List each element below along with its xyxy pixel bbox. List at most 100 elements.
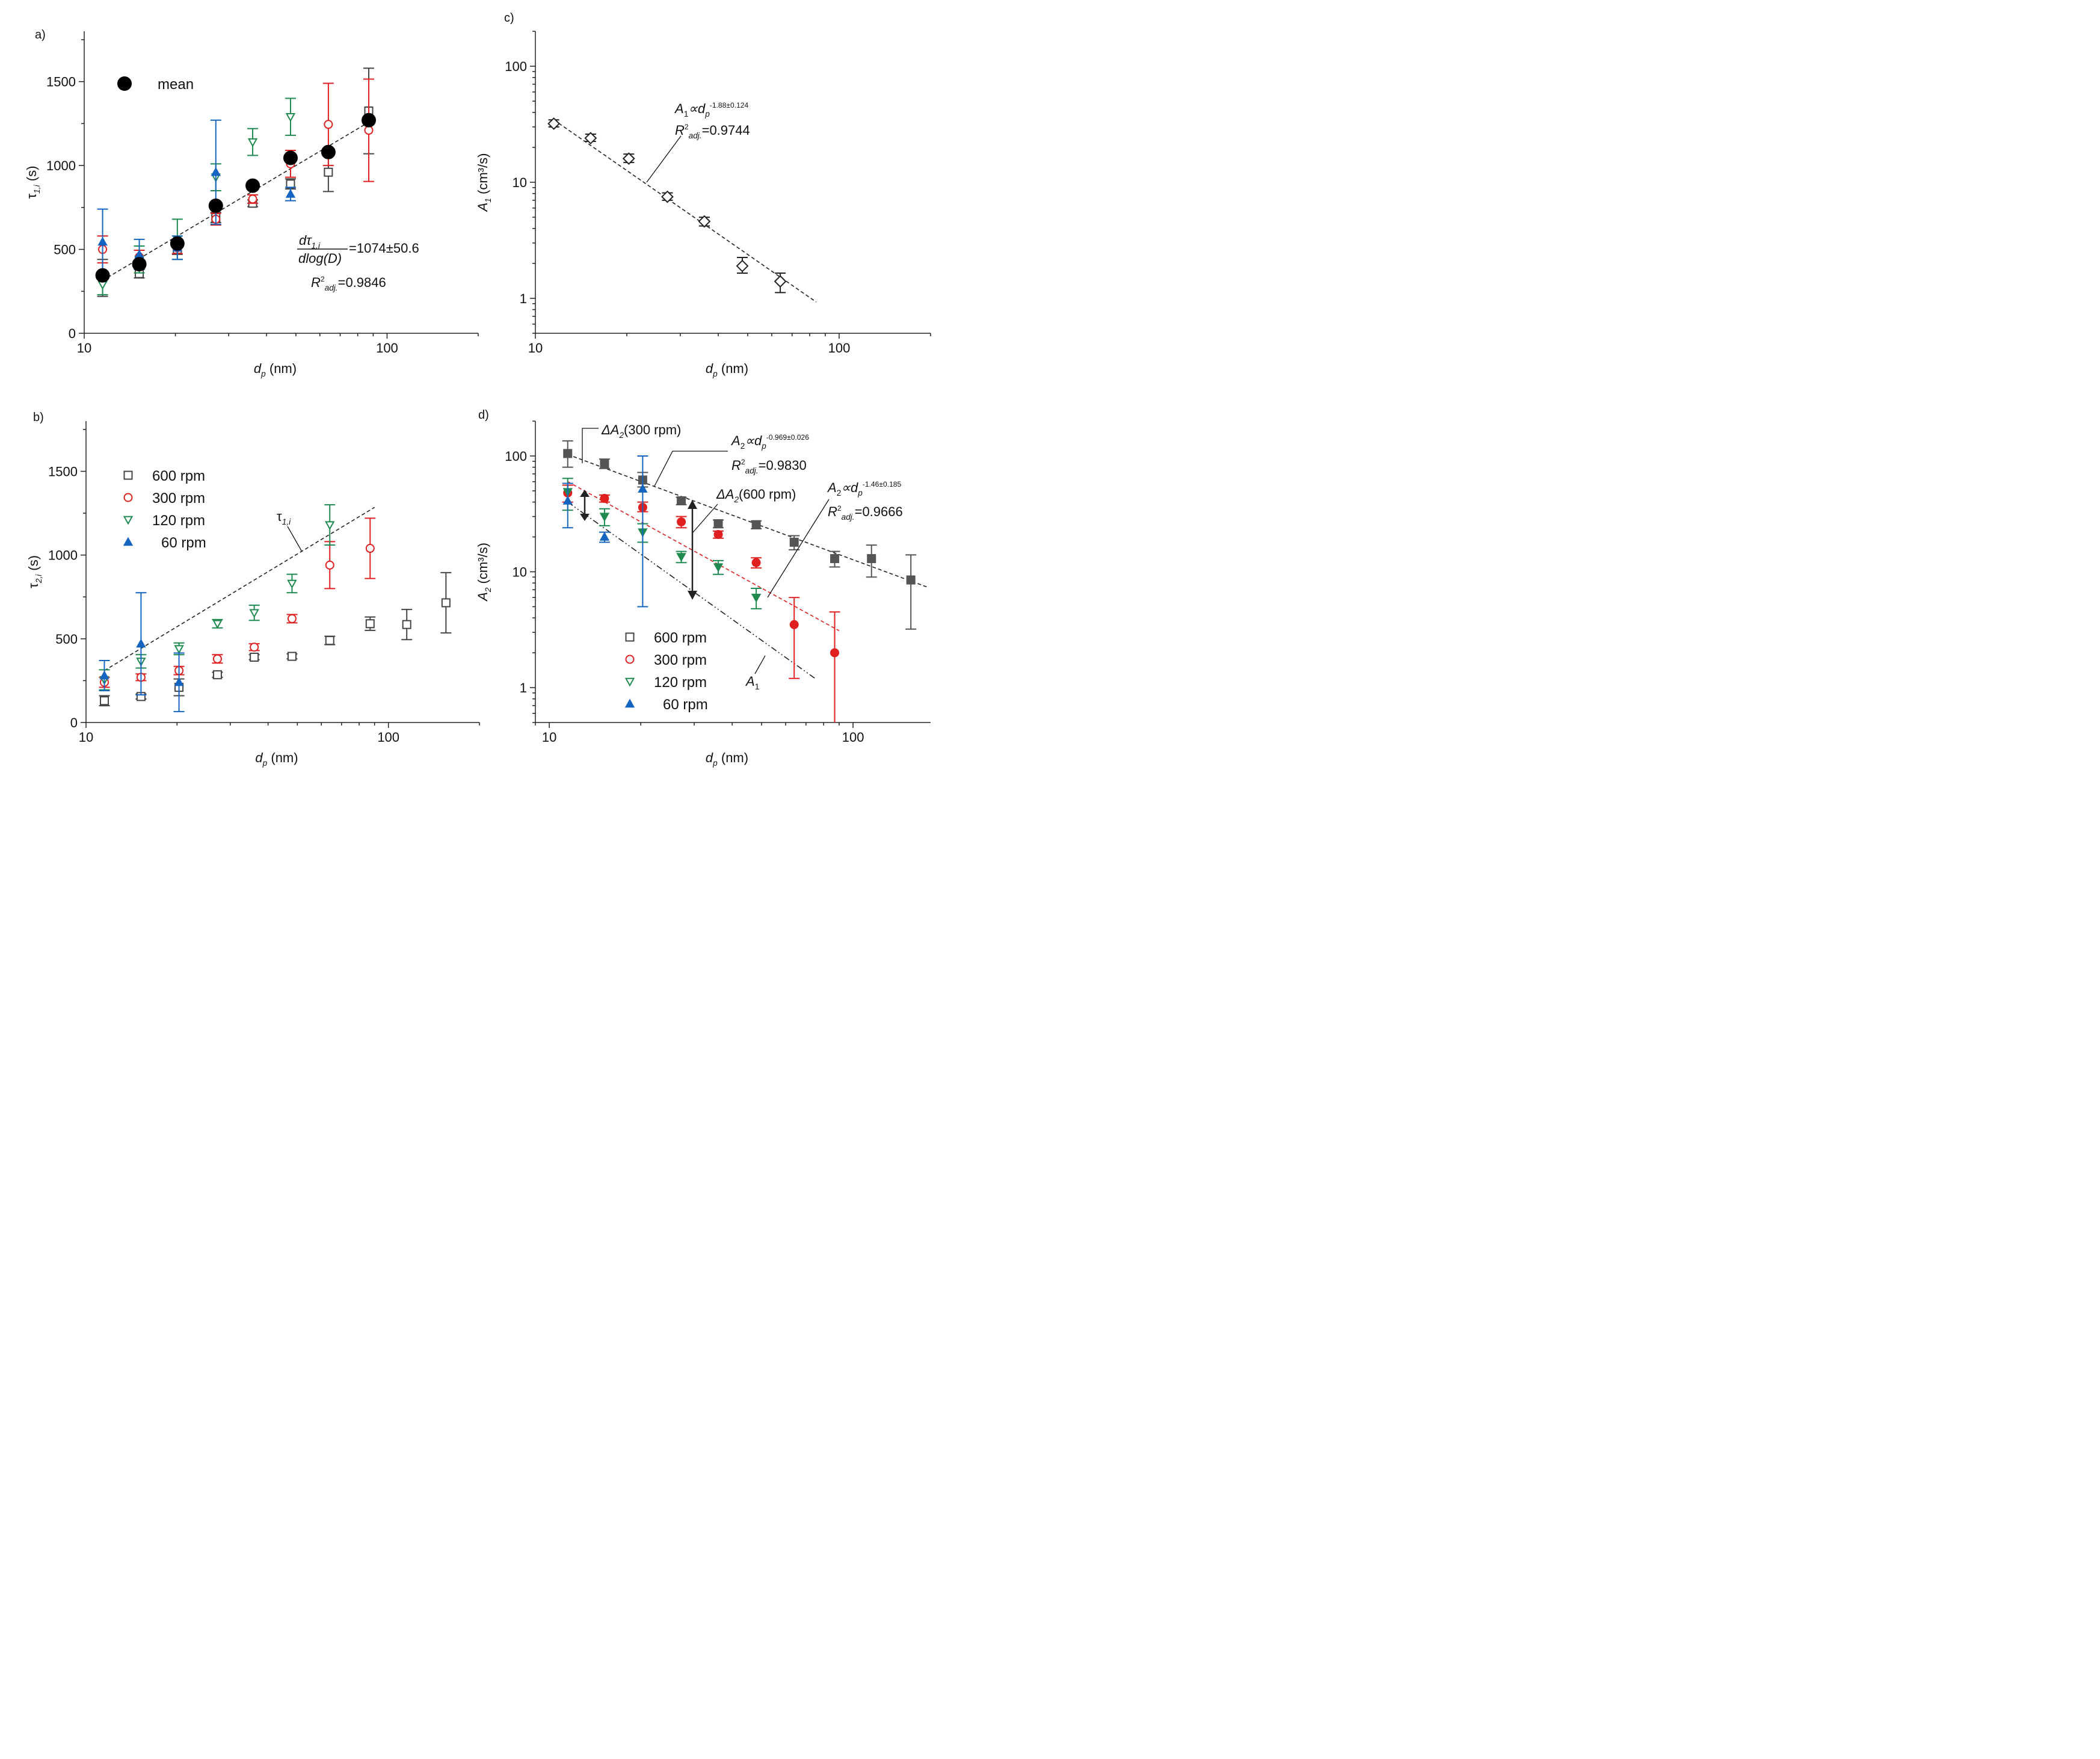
x-tick-label: 100 [842, 730, 864, 745]
data-point [789, 620, 799, 629]
y-axis-title: τ2,i (s) [26, 555, 43, 588]
y-tick-label: 1 [520, 291, 527, 306]
panel-d: d) 10 100 1 10 100 dp (nm) A2 (cm³/s) 600 rpm 300… [475, 408, 931, 768]
data-point [212, 654, 222, 664]
data-point [287, 614, 297, 623]
data-point [441, 598, 451, 608]
data-point [99, 670, 109, 680]
y-tick-label: 1500 [48, 464, 78, 479]
legend-label: 300 rpm [152, 490, 205, 507]
y-tick-label: 1000 [48, 548, 78, 563]
data-point [324, 120, 333, 129]
data-point [638, 484, 648, 493]
data-point [600, 459, 609, 469]
data-point [774, 275, 787, 288]
y-tick-label: 500 [55, 632, 78, 647]
panel-label: d) [478, 408, 489, 422]
arrow-head [688, 591, 697, 600]
x-tick-label: 10 [77, 340, 91, 356]
legend-label: 120 rpm [152, 513, 205, 529]
series-60-rpm [99, 592, 185, 712]
data-point [247, 138, 258, 147]
data-point [285, 113, 296, 122]
legend-label: 600 rpm [654, 630, 707, 646]
leader-line [692, 504, 718, 534]
x-tick-label: 10 [542, 730, 556, 745]
panel-c: c) 10 100 1 10 100 dp (nm) A1 (cm³/s) A1∝dp-1.88… [475, 11, 931, 378]
r2-value-600: R2adj.=0.9830 [731, 458, 807, 475]
y-tick-label: 1000 [46, 158, 76, 173]
y-axis-title: τ1,i (s) [24, 166, 42, 199]
x-tick-label: 100 [828, 340, 851, 356]
data-point [245, 178, 260, 193]
y-tick-label: 100 [505, 59, 527, 74]
series-120-rpm [97, 97, 296, 295]
x-tick-label: 10 [528, 340, 543, 356]
y-tick-label: 0 [69, 326, 76, 341]
data-point [250, 642, 259, 652]
y-axis-title: A1 (cm³/s) [475, 153, 493, 213]
data-point [736, 259, 749, 273]
data-point [563, 449, 573, 458]
arrow-head [688, 500, 697, 509]
data-point [547, 117, 561, 130]
panel-label: c) [504, 11, 514, 25]
data-point [751, 594, 762, 603]
leader-line [646, 135, 682, 183]
data-point [677, 517, 686, 526]
data-point [365, 544, 375, 553]
fit-line [567, 454, 928, 588]
panel-label: b) [33, 411, 44, 424]
y-tick-label: 0 [70, 715, 78, 730]
x-tick-label: 100 [376, 340, 398, 356]
arrow-head [580, 514, 590, 521]
data-point [100, 696, 109, 706]
data-point [211, 167, 221, 176]
series-mean [95, 112, 376, 283]
data-point [713, 563, 724, 573]
data-point [286, 179, 295, 189]
arrow-head [580, 490, 590, 497]
series-600-rpm [562, 440, 917, 630]
data-point [906, 575, 916, 585]
tau-line-label: τ1,i [277, 509, 291, 526]
data-point [599, 531, 610, 541]
data-point [789, 537, 799, 547]
data-point [174, 677, 184, 686]
leader-line [287, 526, 303, 552]
data-point [830, 648, 840, 658]
legend-marker [625, 655, 635, 664]
data-point [562, 495, 573, 505]
y-tick-label: 10 [513, 175, 527, 190]
data-point [584, 132, 597, 145]
data-point [212, 670, 222, 680]
data-point [174, 645, 184, 655]
data-point [325, 560, 334, 570]
series-60-rpm [562, 455, 648, 608]
legend-marker [625, 632, 635, 642]
delta-a2-600-label: ΔA2(600 rpm) [716, 487, 796, 504]
data-point [249, 609, 259, 618]
legend-marker [117, 76, 132, 91]
data-point [713, 529, 723, 539]
data-point [713, 519, 723, 529]
legend-marker [123, 537, 134, 546]
data-point [136, 638, 146, 648]
data-point [95, 268, 110, 283]
fit-equation: A1∝dp-1.88±0.124 [674, 101, 749, 119]
leader-line [654, 451, 728, 487]
data-point [325, 636, 334, 645]
legend-label: 60 rpm [663, 697, 708, 713]
legend-marker [624, 677, 635, 687]
series-600-rpm [99, 571, 452, 707]
y-tick-label: 100 [505, 449, 527, 464]
legend-label: 60 rpm [161, 535, 206, 551]
data-point [132, 257, 147, 272]
data-point [600, 494, 609, 504]
data-point [751, 520, 761, 529]
data-point [622, 152, 635, 165]
fit-equation-600: A2∝dp-0.969±0.026 [730, 433, 809, 451]
